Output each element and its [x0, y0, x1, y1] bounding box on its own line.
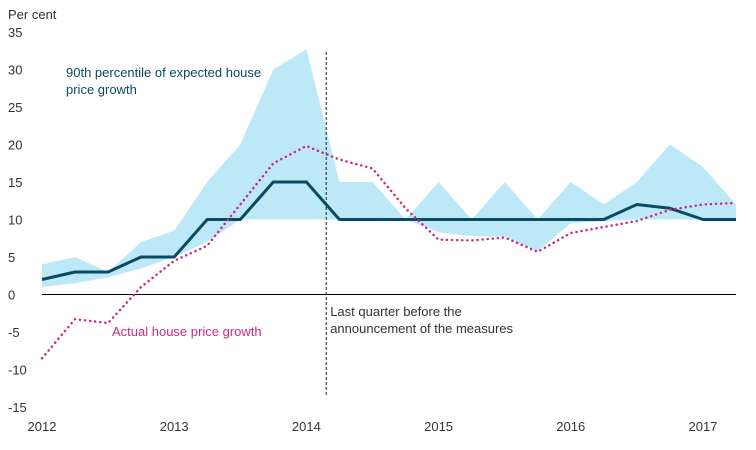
series-layer [40, 144, 738, 360]
percentile-band-layer [42, 49, 736, 288]
x-tick-label: 2014 [292, 419, 321, 434]
x-tick-label: 2012 [28, 419, 57, 434]
actual-growth-label: Actual house price growth [112, 324, 262, 339]
y-axis-title: Per cent [8, 7, 57, 22]
y-tick-label: 20 [8, 138, 22, 153]
marker-annotation-label: Last quarter before the [330, 304, 462, 319]
label-layer: 90th percentile of expected house price g… [66, 65, 514, 339]
y-tick-label: 30 [8, 63, 22, 78]
y-tick-label: 15 [8, 175, 22, 190]
y-tick-label: 35 [8, 25, 22, 40]
band-annotation-label: 90th percentile of expected house [66, 65, 261, 80]
x-tick-label: 2016 [556, 419, 585, 434]
y-tick-label: 5 [8, 250, 15, 265]
x-tick-label: 2017 [688, 419, 717, 434]
y-tick-label: -15 [8, 400, 27, 415]
y-tick-label: 25 [8, 100, 22, 115]
percentile-band-area [42, 49, 736, 288]
x-tick-label: 2013 [160, 419, 189, 434]
expected-growth-line [41, 180, 736, 281]
band-annotation-label: price growth [66, 82, 137, 97]
y-tick-label: 10 [8, 213, 22, 228]
y-tick-label: 0 [8, 288, 15, 303]
x-tick-label: 2015 [424, 419, 453, 434]
y-tick-label: -10 [8, 363, 27, 378]
marker-annotation-label: announcement of the measures [330, 321, 513, 336]
y-tick-label: -5 [8, 325, 20, 340]
